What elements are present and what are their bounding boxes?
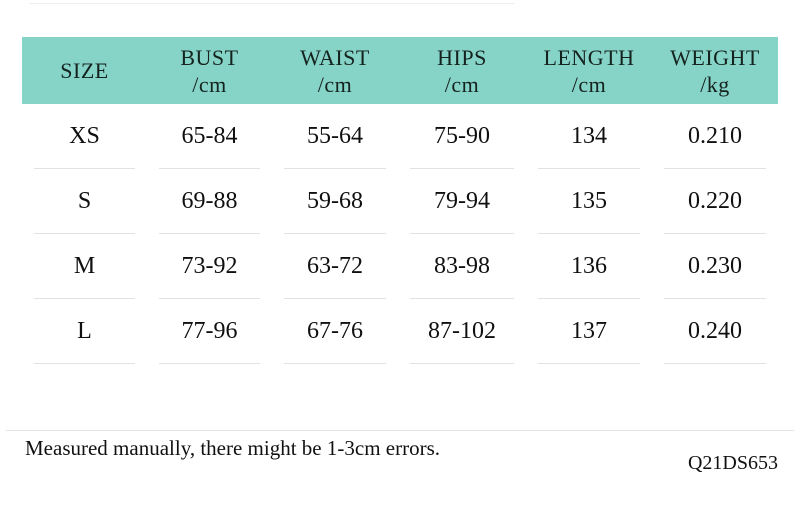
cell-length: 137 bbox=[526, 299, 652, 364]
cell-bust: 69-88 bbox=[147, 169, 272, 234]
cell-waist: 63-72 bbox=[272, 234, 398, 299]
table-row-l: L 77-96 67-76 87-102 137 0.240 bbox=[22, 299, 778, 364]
cell-waist: 59-68 bbox=[272, 169, 398, 234]
column-unit: /cm bbox=[444, 71, 480, 97]
cell-length: 136 bbox=[526, 234, 652, 299]
column-label: HIPS bbox=[437, 44, 487, 70]
cell-bust: 77-96 bbox=[147, 299, 272, 364]
column-label: LENGTH bbox=[543, 44, 635, 70]
header-cell-waist: WAIST /cm bbox=[272, 37, 398, 104]
size-chart-table: SIZE BUST /cm WAIST /cm HIPS /cm LENGTH … bbox=[22, 37, 778, 364]
cell-weight: 0.240 bbox=[652, 299, 778, 364]
top-divider bbox=[30, 3, 514, 4]
column-label: BUST bbox=[180, 44, 239, 70]
cell-hips: 75-90 bbox=[398, 104, 526, 169]
footer-divider bbox=[6, 430, 794, 431]
cell-hips: 79-94 bbox=[398, 169, 526, 234]
header-cell-hips: HIPS /cm bbox=[398, 37, 526, 104]
table-row-m: M 73-92 63-72 83-98 136 0.230 bbox=[22, 234, 778, 299]
column-unit: /cm bbox=[317, 71, 353, 97]
cell-size: L bbox=[22, 299, 147, 364]
cell-waist: 55-64 bbox=[272, 104, 398, 169]
cell-size: M bbox=[22, 234, 147, 299]
header-cell-bust: BUST /cm bbox=[147, 37, 272, 104]
cell-size: S bbox=[22, 169, 147, 234]
cell-bust: 65-84 bbox=[147, 104, 272, 169]
column-label: WEIGHT bbox=[670, 44, 760, 70]
header-cell-length: LENGTH /cm bbox=[526, 37, 652, 104]
product-code: Q21DS653 bbox=[687, 452, 778, 474]
column-unit: /cm bbox=[571, 71, 607, 97]
cell-hips: 83-98 bbox=[398, 234, 526, 299]
table-row-xs: XS 65-84 55-64 75-90 134 0.210 bbox=[22, 104, 778, 169]
column-unit: /cm bbox=[192, 71, 227, 97]
cell-length: 135 bbox=[526, 169, 652, 234]
cell-bust: 73-92 bbox=[147, 234, 272, 299]
cell-waist: 67-76 bbox=[272, 299, 398, 364]
column-unit: /kg bbox=[700, 71, 730, 97]
cell-weight: 0.210 bbox=[652, 104, 778, 169]
cell-weight: 0.220 bbox=[652, 169, 778, 234]
cell-hips: 87-102 bbox=[398, 299, 526, 364]
header-cell-weight: WEIGHT /kg bbox=[652, 37, 778, 104]
measurement-note: Measured manually, there might be 1-3cm … bbox=[25, 436, 440, 460]
cell-size: XS bbox=[22, 104, 147, 169]
column-label: SIZE bbox=[60, 58, 109, 83]
cell-length: 134 bbox=[526, 104, 652, 169]
header-cell-size: SIZE bbox=[22, 37, 147, 104]
table-row-s: S 69-88 59-68 79-94 135 0.220 bbox=[22, 169, 778, 234]
column-label: WAIST bbox=[300, 44, 370, 70]
table-header-row: SIZE BUST /cm WAIST /cm HIPS /cm LENGTH … bbox=[22, 37, 778, 104]
cell-weight: 0.230 bbox=[652, 234, 778, 299]
